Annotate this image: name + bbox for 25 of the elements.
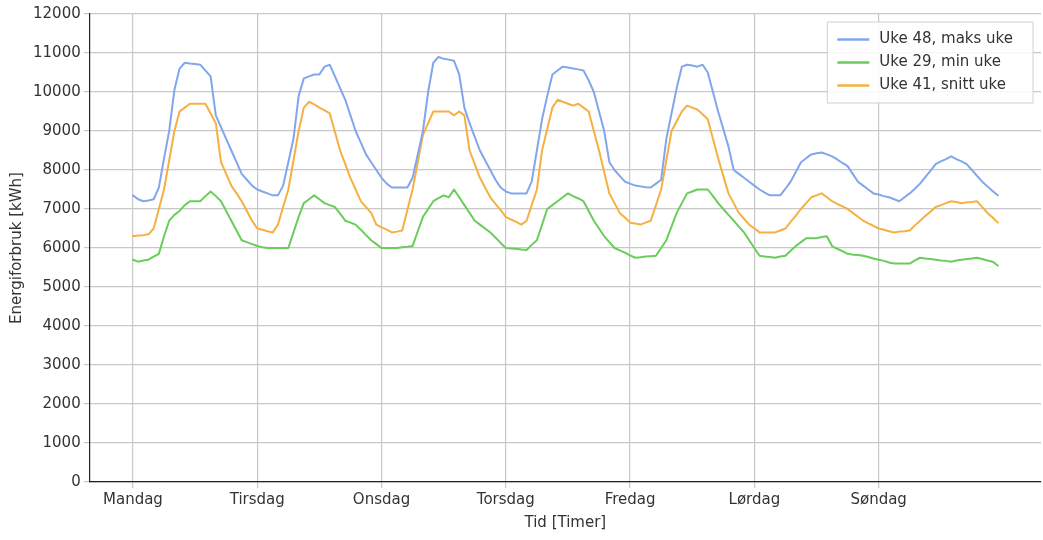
legend-label: Uke 41, snitt uke [879, 75, 1006, 94]
y-tick-label: 7000 [42, 198, 81, 217]
y-tick-label: 4000 [42, 315, 81, 334]
y-tick-label: 8000 [42, 159, 81, 178]
y-tick-label: 5000 [42, 276, 81, 295]
legend-label: Uke 29, min uke [879, 52, 1001, 71]
x-tick-label: Søndag [850, 489, 907, 508]
y-tick-label: 0 [71, 471, 81, 490]
x-tick-label: Mandag [103, 489, 163, 508]
y-tick-label: 3000 [42, 354, 81, 373]
y-tick-label: 2000 [42, 393, 81, 412]
y-tick-label: 12000 [33, 3, 81, 22]
y-axis-title: Energiforbruk [kWh] [6, 172, 25, 324]
x-tick-label: Lørdag [728, 489, 781, 508]
y-tick-label: 10000 [33, 81, 81, 100]
y-tick-label: 9000 [42, 120, 81, 139]
x-axis-title: Tid [Timer] [523, 512, 607, 531]
x-tick-label: Tirsdag [228, 489, 285, 508]
y-tick-label: 6000 [42, 237, 81, 256]
y-tick-label: 1000 [42, 432, 81, 451]
y-tick-label: 11000 [33, 42, 81, 61]
x-tick-label: Torsdag [475, 489, 535, 508]
x-tick-label: Onsdag [352, 489, 411, 508]
legend-label: Uke 48, maks uke [879, 29, 1014, 48]
x-tick-label: Fredag [604, 489, 656, 508]
